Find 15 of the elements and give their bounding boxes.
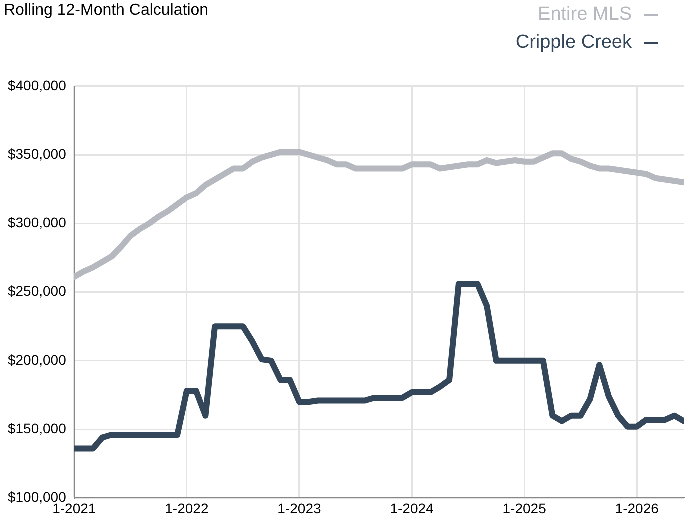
y-tick-label: $200,000 <box>8 352 67 368</box>
x-tick-label: 1-2025 <box>502 500 547 516</box>
legend-label: Cripple Creek <box>516 32 632 54</box>
y-tick-label: $150,000 <box>8 420 67 436</box>
x-tick-label: 1-2022 <box>165 500 209 516</box>
y-tick-label: $300,000 <box>8 214 67 231</box>
chart-title: Rolling 12-Month Calculation <box>4 2 209 20</box>
y-tick-label: $250,000 <box>8 283 67 300</box>
y-tick-label: $350,000 <box>8 146 67 162</box>
y-tick-label: $400,000 <box>8 77 67 94</box>
x-tick-label: 1-2023 <box>278 500 322 516</box>
x-tick-label: 1-2024 <box>390 500 434 516</box>
x-tick-label: 1-2026 <box>615 500 660 516</box>
y-tick-label: $100,000 <box>8 489 67 506</box>
legend-label: Entire MLS <box>538 4 632 26</box>
